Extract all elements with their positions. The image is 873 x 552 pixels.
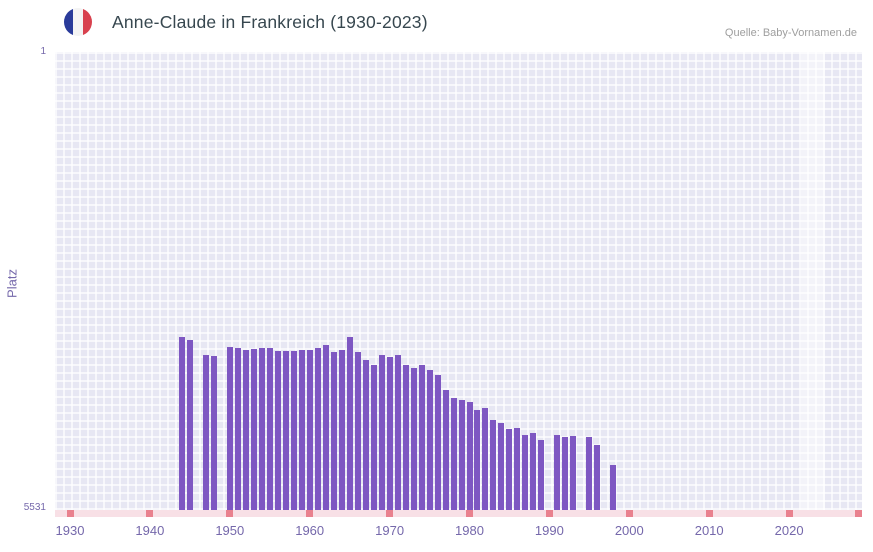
chart-bar-1992[interactable] [562,437,569,510]
chart-bar-1965[interactable] [346,337,353,510]
x-tick-label-2020: 2020 [774,523,804,538]
chart-bar-1971[interactable] [394,355,401,510]
chart-bar-1956[interactable] [274,350,281,510]
flag-stripe-blue [64,8,74,36]
x-axis-strip [55,510,862,517]
chart-bar-1957[interactable] [282,351,289,510]
chart-bar-1983[interactable] [490,419,497,510]
chart-bar-1972[interactable] [402,364,409,510]
chart-bar-1976[interactable] [434,374,441,510]
x-axis-tick-mark-2000 [625,510,633,517]
chart-bar-1967[interactable] [362,360,369,510]
chart-bar-1988[interactable] [530,432,537,510]
x-axis-end-mark [855,510,862,517]
chart-bar-1961[interactable] [314,348,321,510]
chart-bar-1984[interactable] [498,422,505,510]
x-axis-tick-mark-1980 [466,510,473,517]
chart-bar-1982[interactable] [482,408,489,510]
chart-bar-1973[interactable] [410,367,417,510]
x-tick-label-2000: 2000 [614,523,644,538]
x-tick-label-1970: 1970 [375,523,405,538]
chart-bar-1969[interactable] [378,355,385,510]
chart-bar-1962[interactable] [322,345,329,510]
chart-bar-1964[interactable] [338,350,345,510]
flag-stripe-white [73,8,83,36]
x-axis-tick-mark-1930 [66,510,74,517]
x-tick-label-1990: 1990 [534,523,564,538]
recent-years-highlight-band [801,52,826,510]
chart-bar-1947[interactable] [202,354,209,510]
chart-bar-1974[interactable] [418,364,425,510]
chart-bar-1948[interactable] [210,355,217,510]
x-axis-tick-mark-1960 [306,510,314,517]
chart-bar-1989[interactable] [538,440,545,510]
chart-bar-1960[interactable] [306,350,313,510]
x-axis-tick-mark-2020 [785,510,793,517]
y-tick-label-top: 1 [40,46,46,57]
chart-bar-1986[interactable] [514,427,521,510]
x-tick-label-1960: 1960 [295,523,325,538]
chart-bar-1963[interactable] [330,351,337,510]
chart-bar-1968[interactable] [370,364,377,510]
x-tick-label-1950: 1950 [215,523,245,538]
chart-bar-1978[interactable] [450,397,457,510]
france-flag-icon [64,8,92,36]
chart-bar-1981[interactable] [474,409,481,510]
x-tick-label-1980: 1980 [455,523,484,538]
y-axis-title: Platz [4,269,20,298]
chart-bar-1980[interactable] [466,402,473,510]
x-axis-tick-mark-1950 [226,510,234,517]
source-credit: Quelle: Baby-Vornamen.de [724,27,857,39]
chart-bar-1945[interactable] [186,340,193,510]
x-tick-label-1940: 1940 [135,523,165,538]
x-tick-label-1930: 1930 [55,523,85,538]
chart-bar-1944[interactable] [178,336,185,510]
chart-bar-1975[interactable] [426,369,433,510]
chart-bar-1991[interactable] [554,435,561,510]
chart-bar-1979[interactable] [458,399,465,510]
chart-bar-1958[interactable] [290,350,297,510]
chart-bar-1959[interactable] [298,350,305,510]
y-tick-label-bottom: 5531 [23,502,46,513]
chart-bar-1996[interactable] [594,445,601,510]
plot-area [55,52,862,510]
chart-bar-1966[interactable] [354,351,361,510]
flag-stripe-red [82,8,92,36]
chart-bar-1977[interactable] [442,389,449,510]
page-title: Anne-Claude in Frankreich (1930-2023) [112,12,428,32]
chart-bar-1985[interactable] [506,429,513,510]
x-axis-tick-mark-1940 [146,510,154,517]
chart-bar-1953[interactable] [250,349,257,510]
chart-bar-1950[interactable] [226,346,233,510]
chart-bar-1954[interactable] [258,348,265,510]
chart-bar-1951[interactable] [234,348,241,510]
x-tick-label-2010: 2010 [694,523,724,538]
x-axis-tick-mark-1970 [386,510,394,517]
chart-bar-1952[interactable] [242,350,249,510]
chart-bar-1987[interactable] [522,435,529,510]
chart-bar-1998[interactable] [610,465,617,510]
chart-bar-1993[interactable] [570,436,577,510]
x-axis-tick-mark-2010 [705,510,713,517]
x-axis-tick-mark-1990 [545,510,553,517]
chart-bar-1955[interactable] [266,348,273,510]
chart-bar-1970[interactable] [386,357,393,510]
chart-bar-1995[interactable] [586,437,593,510]
